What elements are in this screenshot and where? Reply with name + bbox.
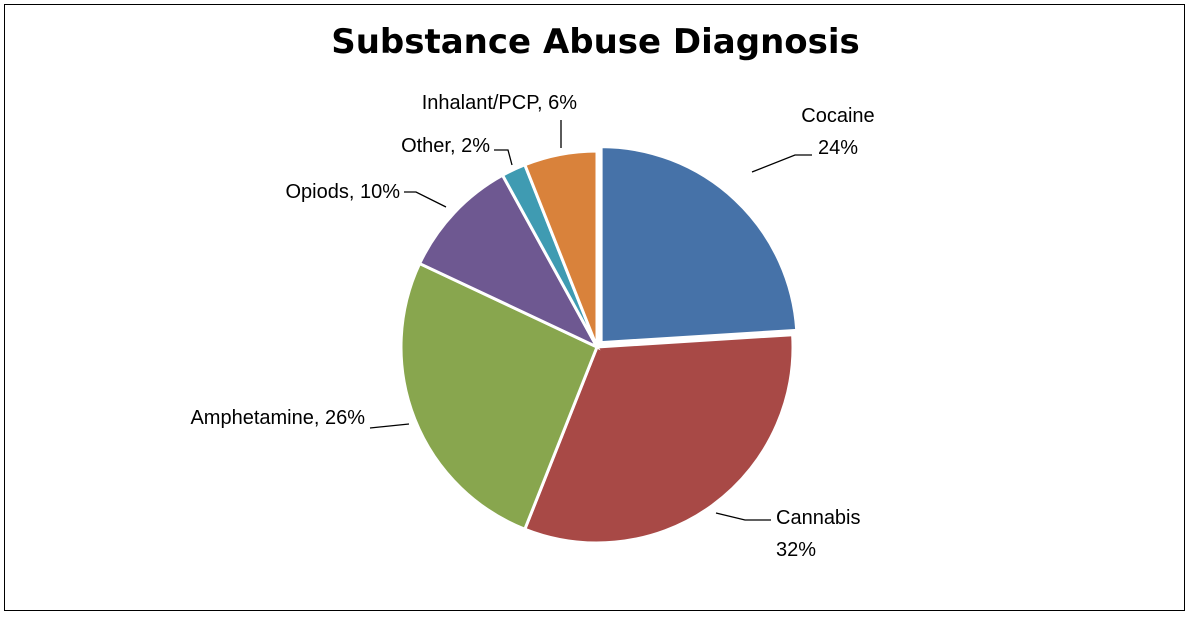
data-label-cannabis-line1: Cannabis bbox=[776, 507, 861, 529]
pie-slice-cocaine bbox=[599, 145, 799, 345]
chart-title: Substance Abuse Diagnosis bbox=[331, 22, 860, 62]
data-label-amphetamine: Amphetamine, 26% bbox=[190, 407, 365, 429]
data-label-opiods: Opiods, 10% bbox=[285, 181, 400, 203]
pie-slice-cannabis bbox=[522, 333, 795, 545]
pie-slice-amphetamine bbox=[399, 261, 599, 532]
leader-line-opiods bbox=[404, 191, 447, 208]
data-label-cannabis-line2: 32% bbox=[776, 539, 816, 561]
pie-slice-inhalant-pcp bbox=[522, 149, 599, 348]
data-label-inhalant-pcp: Inhalant/PCP, 6% bbox=[422, 92, 578, 114]
pie-slice-opiods bbox=[417, 173, 601, 351]
leader-line-other bbox=[494, 149, 513, 166]
leader-line-cannabis bbox=[715, 512, 771, 521]
data-label-cocaine-line2: 24% bbox=[818, 137, 858, 159]
data-label-cocaine-line1: Cocaine bbox=[801, 105, 874, 127]
leader-line-cocaine bbox=[751, 154, 812, 173]
leader-line-amphetamine bbox=[369, 423, 410, 429]
data-label-other: Other, 2% bbox=[401, 135, 490, 157]
